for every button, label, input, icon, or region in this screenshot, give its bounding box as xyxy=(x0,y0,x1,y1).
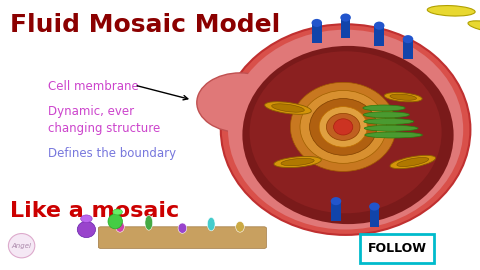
Bar xyxy=(370,208,379,227)
Text: Fluid Mosaic Model: Fluid Mosaic Model xyxy=(10,14,280,38)
Ellipse shape xyxy=(81,215,92,222)
Ellipse shape xyxy=(236,221,244,232)
Ellipse shape xyxy=(331,197,341,205)
Bar xyxy=(341,19,350,38)
Text: Defines the boundary: Defines the boundary xyxy=(48,147,176,160)
Ellipse shape xyxy=(272,104,304,112)
Bar xyxy=(312,24,322,43)
Bar xyxy=(374,27,384,46)
Ellipse shape xyxy=(178,223,187,233)
Ellipse shape xyxy=(468,21,480,33)
Ellipse shape xyxy=(197,73,283,132)
Ellipse shape xyxy=(397,157,429,167)
Ellipse shape xyxy=(113,209,122,215)
Ellipse shape xyxy=(145,215,153,230)
Ellipse shape xyxy=(77,221,96,238)
Ellipse shape xyxy=(390,94,417,100)
Ellipse shape xyxy=(281,158,314,166)
Ellipse shape xyxy=(403,35,413,43)
Text: Like a mosaic: Like a mosaic xyxy=(10,201,179,221)
Ellipse shape xyxy=(363,112,409,118)
Ellipse shape xyxy=(264,102,312,114)
Ellipse shape xyxy=(340,14,351,22)
Bar xyxy=(331,202,341,221)
Ellipse shape xyxy=(364,125,418,131)
Text: Dynamic, ever
changing structure: Dynamic, ever changing structure xyxy=(48,105,160,135)
Ellipse shape xyxy=(312,19,322,27)
Ellipse shape xyxy=(8,234,35,258)
Ellipse shape xyxy=(390,155,435,169)
Ellipse shape xyxy=(250,51,442,213)
FancyBboxPatch shape xyxy=(360,234,434,263)
Ellipse shape xyxy=(334,119,353,135)
Text: Angel: Angel xyxy=(12,243,32,249)
Ellipse shape xyxy=(369,202,380,211)
Ellipse shape xyxy=(384,93,422,102)
Ellipse shape xyxy=(326,113,360,140)
FancyBboxPatch shape xyxy=(98,227,266,248)
Bar xyxy=(403,40,413,59)
Ellipse shape xyxy=(364,119,414,124)
Ellipse shape xyxy=(427,6,475,16)
Ellipse shape xyxy=(310,99,377,155)
Ellipse shape xyxy=(242,46,454,224)
Text: Cell membrane: Cell membrane xyxy=(48,80,139,93)
Ellipse shape xyxy=(290,82,396,171)
Ellipse shape xyxy=(319,107,367,147)
Ellipse shape xyxy=(228,30,463,230)
Ellipse shape xyxy=(300,90,386,163)
Text: FOLLOW: FOLLOW xyxy=(368,242,427,255)
Ellipse shape xyxy=(116,221,124,232)
Ellipse shape xyxy=(365,132,422,138)
Ellipse shape xyxy=(363,105,405,111)
Ellipse shape xyxy=(207,217,215,231)
Ellipse shape xyxy=(221,24,470,235)
Ellipse shape xyxy=(374,22,384,30)
Ellipse shape xyxy=(274,156,321,168)
Ellipse shape xyxy=(108,214,122,229)
